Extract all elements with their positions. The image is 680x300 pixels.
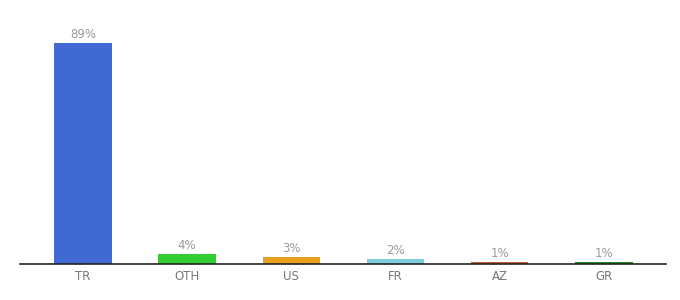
Bar xyxy=(158,254,216,264)
Bar xyxy=(54,43,112,264)
Bar xyxy=(367,259,424,264)
Text: 2%: 2% xyxy=(386,244,405,257)
Text: 1%: 1% xyxy=(594,247,613,260)
Text: 4%: 4% xyxy=(177,239,197,252)
Text: 3%: 3% xyxy=(282,242,301,255)
Bar xyxy=(471,262,528,264)
Bar xyxy=(575,262,632,264)
Text: 1%: 1% xyxy=(490,247,509,260)
Text: 89%: 89% xyxy=(70,28,96,41)
Bar xyxy=(262,256,320,264)
